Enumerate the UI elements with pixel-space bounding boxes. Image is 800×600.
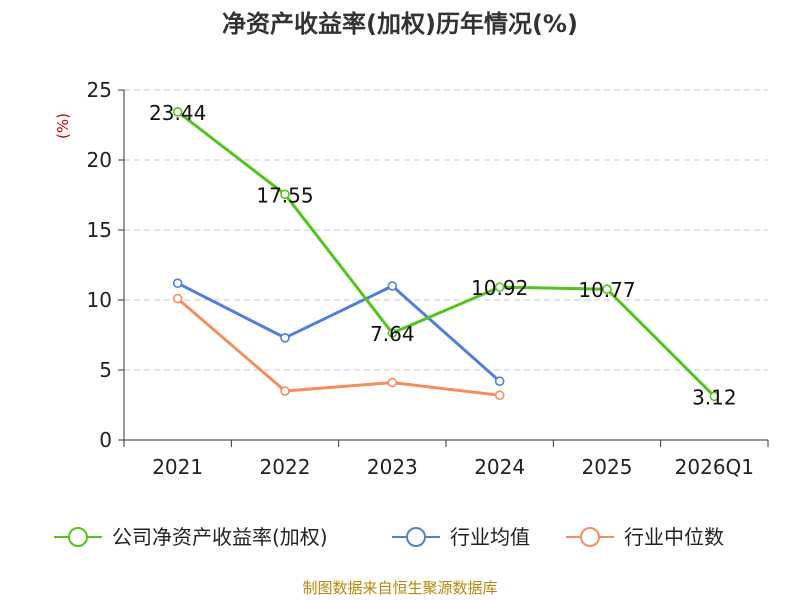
legend-label: 行业中位数 xyxy=(624,525,724,549)
x-tick-label-2024: 2024 xyxy=(474,455,525,479)
legend-marker xyxy=(68,527,88,547)
series-0-point[interactable] xyxy=(172,107,183,117)
y-tick-label: 10 xyxy=(87,288,112,312)
x-tick-label-2022: 2022 xyxy=(260,455,311,479)
x-tick-label-2021: 2021 xyxy=(152,455,203,479)
series-2-point[interactable] xyxy=(494,390,505,401)
series-0-point[interactable] xyxy=(494,282,505,292)
series-1-line xyxy=(176,281,501,383)
y-tick-label: 20 xyxy=(87,148,112,172)
series-1-point[interactable] xyxy=(172,278,183,289)
legend[interactable]: 公司净资产收益率(加权) 行业均值 行业中位数 xyxy=(54,525,724,549)
y-tick-label: 0 xyxy=(99,428,112,452)
y-axis-label: (%) xyxy=(54,113,72,139)
series-1-point[interactable] xyxy=(387,281,398,291)
legend-item-1[interactable]: 行业均值 xyxy=(392,525,530,549)
series-0-point[interactable] xyxy=(387,328,398,338)
y-tick-label: 25 xyxy=(87,78,112,102)
series-1-point[interactable] xyxy=(280,332,290,343)
x-tick-label-2026Q1: 2026Q1 xyxy=(675,455,754,479)
data-label: 23.44 xyxy=(149,101,206,125)
source-note: 制图数据来自恒生聚源数据库 xyxy=(302,579,497,597)
series-2-point[interactable] xyxy=(172,293,183,304)
y-tick-label: 5 xyxy=(99,358,112,382)
legend-label: 行业均值 xyxy=(450,525,530,549)
x-tick-label-2023: 2023 xyxy=(367,455,418,479)
data-labels: 23.44 17.55 7.64 10.92 10.77 3.12 xyxy=(149,101,737,409)
series-0-line xyxy=(176,110,716,398)
series-0-point[interactable] xyxy=(280,189,290,200)
series-0-point[interactable] xyxy=(602,284,612,295)
series-2-point[interactable] xyxy=(280,386,290,396)
legend-label: 公司净资产收益率(加权) xyxy=(112,525,328,549)
series-2-point[interactable] xyxy=(387,377,398,388)
series-1-point[interactable] xyxy=(494,376,505,387)
legend-marker xyxy=(580,527,600,547)
series-0-point[interactable] xyxy=(709,391,720,402)
data-label: 10.77 xyxy=(578,278,635,302)
legend-item-0[interactable]: 公司净资产收益率(加权) xyxy=(54,525,328,549)
data-label: 17.55 xyxy=(256,183,313,207)
x-tick-label-2025: 2025 xyxy=(582,455,633,479)
series-2-line xyxy=(176,297,500,397)
gridlines xyxy=(124,89,768,371)
legend-marker xyxy=(406,527,426,547)
data-label: 3.12 xyxy=(692,385,737,409)
data-label: 7.64 xyxy=(370,322,415,346)
legend-item-2[interactable]: 行业中位数 xyxy=(566,525,724,549)
y-tick-label: 15 xyxy=(87,218,112,242)
chart-title: 净资产收益率(加权)历年情况(%) xyxy=(222,10,578,38)
data-label: 10.92 xyxy=(471,276,528,300)
series-layer xyxy=(172,107,720,402)
